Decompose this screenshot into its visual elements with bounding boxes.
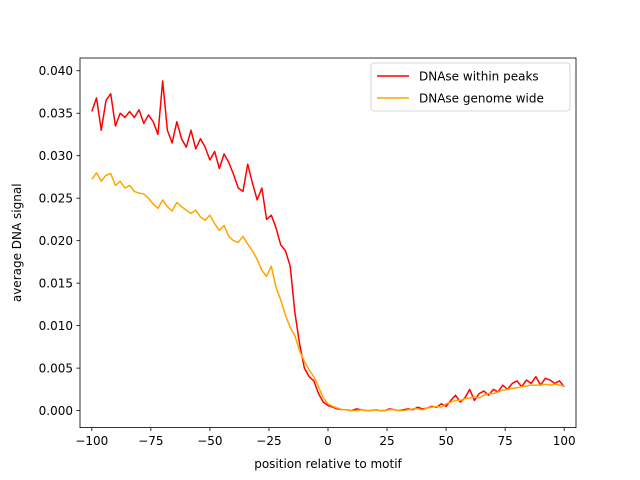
x-tick-label: 100: [553, 434, 576, 448]
axes-frame: [79, 57, 577, 429]
y-tick-label: 0.015: [39, 276, 73, 290]
y-tick-label: 0.030: [39, 149, 73, 163]
y-tick-label: 0.010: [39, 319, 73, 333]
legend: DNAse within peaks DNAse genome wide: [370, 62, 571, 112]
y-tick-label: 0.000: [39, 404, 73, 418]
y-tick-label: 0.040: [39, 64, 73, 78]
plot-area: [91, 80, 565, 412]
x-tick-label: −75: [138, 434, 163, 448]
series-line-dnase-within-peaks: [91, 80, 565, 412]
legend-box: [370, 62, 571, 112]
x-tick-label: −100: [75, 434, 108, 448]
x-tick-label: −50: [197, 434, 222, 448]
x-tick-label: −25: [256, 434, 281, 448]
x-tick-label: 0: [324, 434, 332, 448]
y-tick-label: 0.035: [39, 106, 73, 120]
y-tick-label: 0.020: [39, 234, 73, 248]
legend-label-dnase-genome-wide: DNAse genome wide: [419, 92, 544, 106]
x-axis: −100 −75 −50 −25 0 25 50 75 100: [75, 427, 576, 448]
y-tick-label: 0.005: [39, 361, 73, 375]
x-tick-label: 75: [498, 434, 513, 448]
y-axis-label: average DNA signal: [10, 183, 24, 302]
series-line-dnase-genome-wide: [91, 171, 565, 412]
y-axis: 0.000 0.005 0.010 0.015 0.020 0.025 0.030 0.035…: [39, 64, 80, 418]
legend-label-dnase-within-peaks: DNAse within peaks: [419, 70, 539, 84]
x-axis-label: position relative to motif: [254, 457, 402, 471]
y-tick-label: 0.025: [39, 191, 73, 205]
x-tick-label: 25: [379, 434, 394, 448]
x-tick-label: 50: [438, 434, 453, 448]
